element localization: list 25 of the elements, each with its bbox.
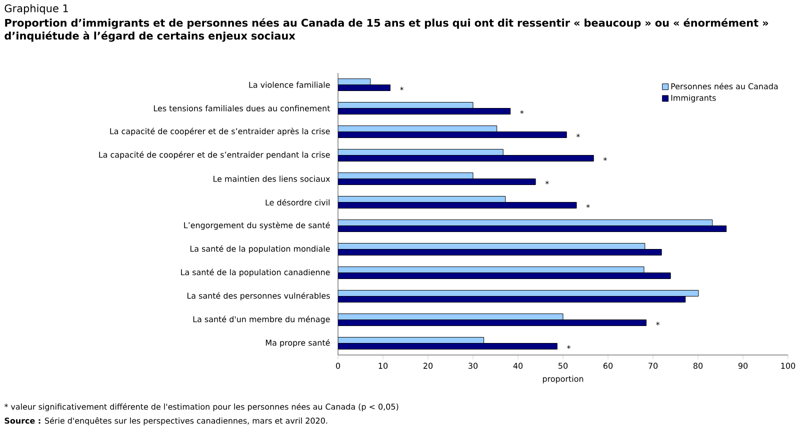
bar [338,102,474,108]
bar [338,220,713,226]
bar [338,84,390,91]
bar [338,202,577,208]
bar [338,296,686,302]
bar [338,243,646,250]
chart-subtitle: Proportion d’immigrants et de personnes nées au Canada de 15 ans et plus qui ont dit ressentir « beaucoup » ou « énormément » d’inquiétude à l’égard de certains enjeux sociaux [4,18,768,42]
bar [338,108,511,114]
bar [338,266,644,273]
bar [338,290,699,296]
bar [338,343,558,350]
bar [338,320,647,326]
bar [338,126,498,132]
bar [338,337,484,344]
bar [338,155,594,162]
bar [338,132,567,138]
bar [338,178,536,185]
bar [338,226,727,232]
bar [338,149,504,156]
bar [338,196,506,202]
bar [338,172,474,179]
bar [338,272,671,279]
text: Graphique 1 [4,4,68,14]
bar [338,314,564,320]
bar [338,249,662,256]
